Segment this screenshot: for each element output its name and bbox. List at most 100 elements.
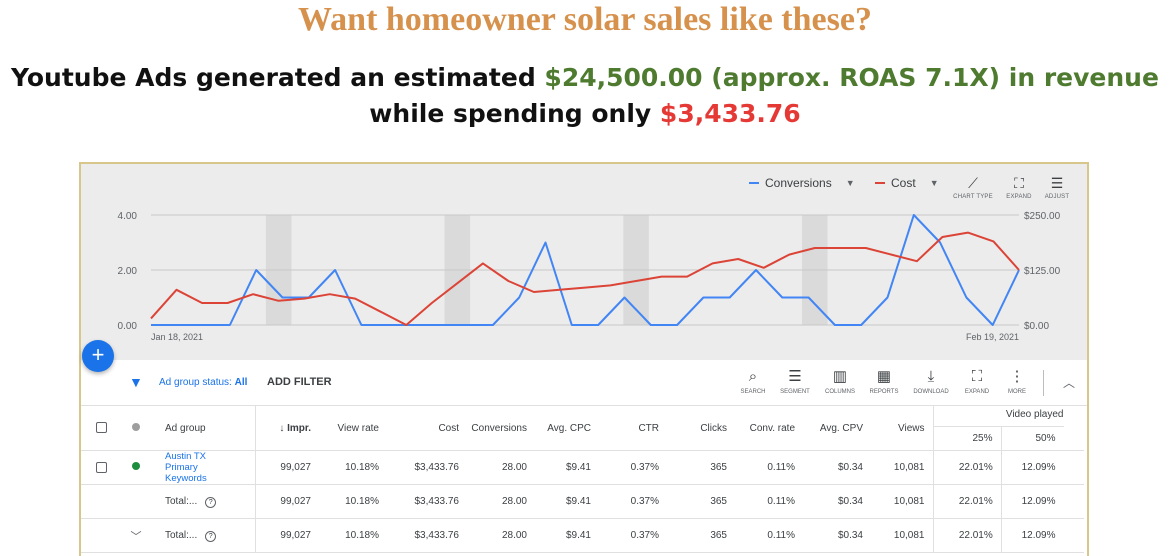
chart-expand-button[interactable]: ⛶ EXPAND <box>997 174 1041 200</box>
help-icon[interactable]: ? <box>205 530 217 542</box>
columns-icon: ▥ <box>832 368 848 385</box>
segment-label: SEGMENT <box>780 389 810 395</box>
total-row: ﹀ Total:...? 99,027 10.18% $3,433.76 28.… <box>81 518 1084 553</box>
row-checkbox-cell <box>81 450 121 485</box>
chevron-down-icon: ▼ <box>845 178 855 188</box>
adjust-icon: ☰ <box>1050 175 1064 191</box>
conv-rate-cell: 0.11% <box>735 450 803 485</box>
conversions-cell: 28.00 <box>467 518 535 553</box>
ad-group-header[interactable]: Ad group <box>151 406 256 451</box>
cost-swatch <box>875 182 885 184</box>
avg-cpv-header[interactable]: Avg. CPV <box>803 406 871 451</box>
row-checkbox[interactable] <box>95 461 107 473</box>
view-rate-cell: 10.18% <box>319 450 387 485</box>
clicks-cell: 365 <box>667 518 735 553</box>
video-played-header: Video played 25% 50% <box>933 406 1064 451</box>
view-rate-cell: 10.18% <box>319 518 387 553</box>
chart-type-button[interactable]: ⟋ CHART TYPE <box>951 174 995 200</box>
help-icon[interactable]: ? <box>205 496 217 508</box>
expand-icon: ⛶ <box>1014 175 1024 191</box>
google-ads-panel: Conversions ▼ Cost ▼ ⟋ CHART TYPE ⛶ EXPA… <box>79 162 1089 556</box>
x-end-label: Feb 19, 2021 <box>966 332 1019 342</box>
ctr-header[interactable]: CTR <box>599 406 667 451</box>
p25-header[interactable]: 25% <box>934 427 1002 450</box>
chevron-down-icon[interactable]: ﹀ <box>130 530 142 543</box>
avg-cpc-cell: $9.41 <box>535 518 599 553</box>
overflow-cell <box>1063 450 1084 485</box>
x-start-label: Jan 18, 2021 <box>151 332 203 342</box>
toolbar-divider <box>1043 370 1044 396</box>
clicks-cell: 365 <box>667 484 735 519</box>
status-header-dot[interactable] <box>132 422 140 431</box>
ad-group-table: Ad group ↓ Impr. View rate Cost Conversi… <box>81 406 1084 553</box>
p50-cell: 12.09% <box>1001 484 1064 519</box>
ad-group-status-filter[interactable]: Ad group status: All <box>159 377 247 388</box>
filter-icon[interactable]: ▼ <box>129 374 143 390</box>
impr-header[interactable]: ↓ Impr. <box>255 406 319 451</box>
table-header-row: Ad group ↓ Impr. View rate Cost Conversi… <box>81 406 1084 451</box>
p50-header[interactable]: 50% <box>1035 433 1056 444</box>
status-label: Ad group status: <box>159 377 232 388</box>
views-cell: 10,081 <box>871 518 934 553</box>
legend-cost-dropdown[interactable]: Cost ▼ <box>875 176 939 190</box>
conv-rate-header[interactable]: Conv. rate <box>735 406 803 451</box>
ctr-cell: 0.37% <box>599 518 667 553</box>
conversions-header[interactable]: Conversions <box>467 406 535 451</box>
status-value: All <box>234 377 248 388</box>
impr-cell: 99,027 <box>255 450 319 485</box>
chevron-up-icon[interactable]: ︿ <box>1063 376 1076 390</box>
more-icon: ⋮ <box>1009 368 1025 385</box>
cost-cell: $3,433.76 <box>387 518 467 553</box>
ctr-cell: 0.37% <box>599 450 667 485</box>
total-label: Total:... <box>165 495 198 507</box>
impr-cell: 99,027 <box>255 484 319 519</box>
search-button[interactable]: ⌕ SEARCH <box>733 368 773 395</box>
right-tick-label: $0.00 <box>1024 321 1049 332</box>
legend-cost-label: Cost <box>891 176 916 190</box>
clicks-cell: 365 <box>667 450 735 485</box>
table-expand-button[interactable]: ⛶ EXPAND <box>957 368 997 395</box>
legend-conversions-dropdown[interactable]: Conversions ▼ <box>749 176 855 190</box>
segment-button[interactable]: ☰ SEGMENT <box>775 368 815 395</box>
clicks-header[interactable]: Clicks <box>667 406 735 451</box>
enabled-status-dot[interactable] <box>132 462 140 470</box>
views-header[interactable]: Views <box>871 406 934 451</box>
right-tick-label: $250.00 <box>1024 211 1061 222</box>
empty-cell <box>81 518 121 553</box>
revenue-highlight: $24,500.00 (approx. ROAS 7.1X) in revenu… <box>544 63 1159 92</box>
cost-header[interactable]: Cost <box>387 406 467 451</box>
avg-cpc-header[interactable]: Avg. CPC <box>535 406 599 451</box>
add-fab-button[interactable]: + <box>82 340 114 372</box>
series-line-conversions <box>151 214 1020 326</box>
more-button[interactable]: ⋮ MORE <box>997 368 1037 395</box>
reports-button[interactable]: ▦ REPORTS <box>864 368 904 395</box>
chart-adjust-button[interactable]: ☰ ADJUST <box>1035 174 1079 200</box>
performance-chart-area: Conversions ▼ Cost ▼ ⟋ CHART TYPE ⛶ EXPA… <box>81 164 1087 360</box>
download-button[interactable]: ⤓ DOWNLOAD <box>911 368 951 395</box>
headline: Want homeowner solar sales like these? <box>298 1 872 38</box>
table-expand-label: EXPAND <box>964 389 990 395</box>
add-filter-button[interactable]: ADD FILTER <box>267 376 332 388</box>
series-line-cost <box>150 231 1020 326</box>
sort-arrow-icon: ↓ <box>279 422 288 434</box>
search-icon: ⌕ <box>748 368 758 385</box>
video-played-subheaders: 25% 50% <box>933 426 1064 450</box>
select-all-checkbox[interactable] <box>95 422 107 434</box>
columns-button[interactable]: ▥ COLUMNS <box>820 368 860 395</box>
empty-cell <box>121 484 151 519</box>
total-row: Total:...? 99,027 10.18% $3,433.76 28.00… <box>81 484 1084 519</box>
download-label: DOWNLOAD <box>913 389 949 395</box>
overflow-cell <box>1063 484 1084 519</box>
row-status-cell <box>121 450 151 485</box>
ad-group-link[interactable]: Austin TX Primary Keywords <box>151 450 256 485</box>
overflow-cell <box>1063 518 1084 553</box>
impr-cell: 99,027 <box>255 518 319 553</box>
plus-icon: + <box>91 342 105 367</box>
cost-cell: $3,433.76 <box>387 484 467 519</box>
p25-cell: 22.01% <box>933 518 1002 553</box>
impr-header-label: Impr. <box>287 422 311 434</box>
cost-cell: $3,433.76 <box>387 450 467 485</box>
filter-toolbar: ▼ Ad group status: All ADD FILTER ⌕ SEARC… <box>81 360 1087 406</box>
view-rate-header[interactable]: View rate <box>319 406 387 451</box>
p50-cell: 12.09% <box>1001 450 1064 485</box>
